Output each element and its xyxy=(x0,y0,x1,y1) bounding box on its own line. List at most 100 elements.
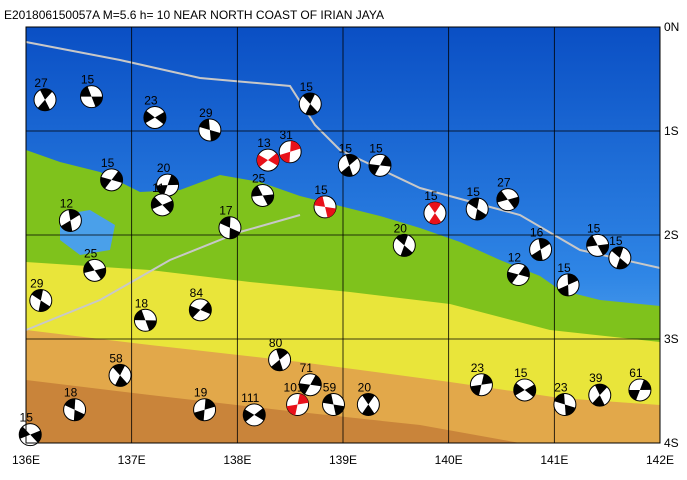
map-title: E201806150057A M=5.6 h= 10 NEAR NORTH CO… xyxy=(4,8,384,22)
beachball-quadrant xyxy=(531,249,543,261)
beachball-quadrant xyxy=(322,393,334,405)
beachball-quadrant xyxy=(112,364,125,376)
depth-label: 20 xyxy=(157,161,171,175)
depth-label: 17 xyxy=(219,204,233,218)
depth-label: 15 xyxy=(557,261,571,275)
x-tick-label: 138E xyxy=(223,453,251,467)
beachball-quadrant xyxy=(162,200,174,213)
beachball-quadrant xyxy=(297,393,309,405)
depth-label: 15 xyxy=(609,234,623,248)
x-tick-label: 140E xyxy=(435,453,463,467)
beachball-quadrant xyxy=(143,110,155,124)
beachball-quadrant xyxy=(362,404,375,416)
beachball-quadrant xyxy=(513,383,525,396)
beachball-quadrant xyxy=(286,404,298,416)
fault-line xyxy=(25,214,301,331)
depth-label: 23 xyxy=(471,361,485,375)
depth-label: 25 xyxy=(252,171,266,185)
depth-label: 80 xyxy=(269,336,283,350)
beachball-quadrant xyxy=(628,389,640,401)
depth-label: 61 xyxy=(629,366,643,380)
beachball-quadrant xyxy=(518,265,530,278)
beachball-quadrant xyxy=(167,174,179,186)
x-tick-label: 142E xyxy=(646,453,674,467)
depth-label: 23 xyxy=(554,381,568,395)
beachball-quadrant xyxy=(73,409,85,421)
beachball-quadrant xyxy=(333,404,345,416)
beachball-quadrant xyxy=(30,430,42,443)
beachball-quadrant xyxy=(83,261,95,274)
x-tick-label: 141E xyxy=(540,453,568,467)
depth-label: 15 xyxy=(300,80,314,94)
depth-label: 12 xyxy=(60,196,74,210)
depth-label: 29 xyxy=(199,106,213,120)
beachball-quadrant xyxy=(151,196,163,210)
beachball-quadrant xyxy=(134,309,146,321)
y-tick-label: 0N xyxy=(664,20,679,34)
beachball-quadrant xyxy=(199,119,210,130)
beachball-quadrant xyxy=(276,348,289,360)
beachball-quadrant xyxy=(31,289,44,301)
beachball-quadrant xyxy=(310,375,322,387)
beachball-quadrant xyxy=(616,257,629,269)
beachball-quadrant xyxy=(554,393,565,405)
plate-boundary xyxy=(25,41,661,269)
beachball-quadrant xyxy=(251,185,263,197)
beachball-quadrant xyxy=(154,111,166,125)
depth-label: 27 xyxy=(34,76,48,90)
land-highlands xyxy=(26,380,520,443)
beachball-quadrant xyxy=(209,129,221,141)
depth-label: 15 xyxy=(101,156,115,170)
beachball-quadrant xyxy=(38,300,51,312)
y-tick-label: 2S xyxy=(664,228,679,242)
beachball-quadrant xyxy=(428,202,442,214)
beachball-quadrant xyxy=(592,395,605,407)
depth-label: 15 xyxy=(81,73,95,87)
depth-label: 15 xyxy=(314,183,328,197)
beachball-quadrant xyxy=(299,383,311,395)
beachball-quadrant xyxy=(379,155,391,167)
beachball-quadrant xyxy=(100,176,112,189)
depth-label: 23 xyxy=(144,93,158,107)
beachball-quadrant xyxy=(597,244,609,256)
depth-label: 59 xyxy=(323,381,337,395)
beachball-quadrant xyxy=(19,426,31,439)
beachball-quadrant xyxy=(340,165,353,177)
beachball-quadrant xyxy=(94,267,106,280)
beachball-quadrant xyxy=(219,216,231,228)
beachball-quadrant xyxy=(115,375,128,387)
depth-label: 29 xyxy=(30,277,44,291)
depth-label: 12 xyxy=(508,251,522,265)
depth-label: 15 xyxy=(514,366,528,380)
beachball-quadrant xyxy=(586,235,598,247)
beachball-quadrant xyxy=(467,197,480,209)
depth-label: 111 xyxy=(241,391,260,405)
beachball-quadrant xyxy=(368,164,380,176)
beachball-quadrant xyxy=(290,140,301,152)
x-tick-label: 136E xyxy=(12,453,40,467)
beachball-quadrant xyxy=(325,206,336,218)
beachball-quadrant xyxy=(111,171,123,183)
depth-label: 15 xyxy=(339,141,353,155)
beachball-quadrant xyxy=(256,154,268,168)
beachball-quadrant xyxy=(40,88,53,100)
beachball-quadrant xyxy=(481,374,493,385)
depth-label: 13 xyxy=(257,136,271,150)
beachball-quadrant xyxy=(362,393,375,405)
beachball-quadrant xyxy=(267,153,279,166)
depth-label: 20 xyxy=(394,221,408,235)
beachball-quadrant xyxy=(470,384,482,396)
beachball-quadrant xyxy=(558,284,569,296)
beachball-quadrant xyxy=(400,245,413,257)
beachball-quadrant xyxy=(611,246,624,258)
depth-label: 11 xyxy=(152,181,165,195)
y-tick-label: 3S xyxy=(664,332,679,346)
beachball-quadrant xyxy=(204,398,216,410)
beachball-quadrant xyxy=(564,404,576,416)
depth-label: 15 xyxy=(369,141,383,155)
depth-label: 19 xyxy=(194,386,208,400)
depth-label: 18 xyxy=(64,386,78,400)
beachball-quadrant xyxy=(64,398,76,410)
beachball-quadrant xyxy=(60,220,73,232)
beachball-quadrant xyxy=(538,238,550,250)
